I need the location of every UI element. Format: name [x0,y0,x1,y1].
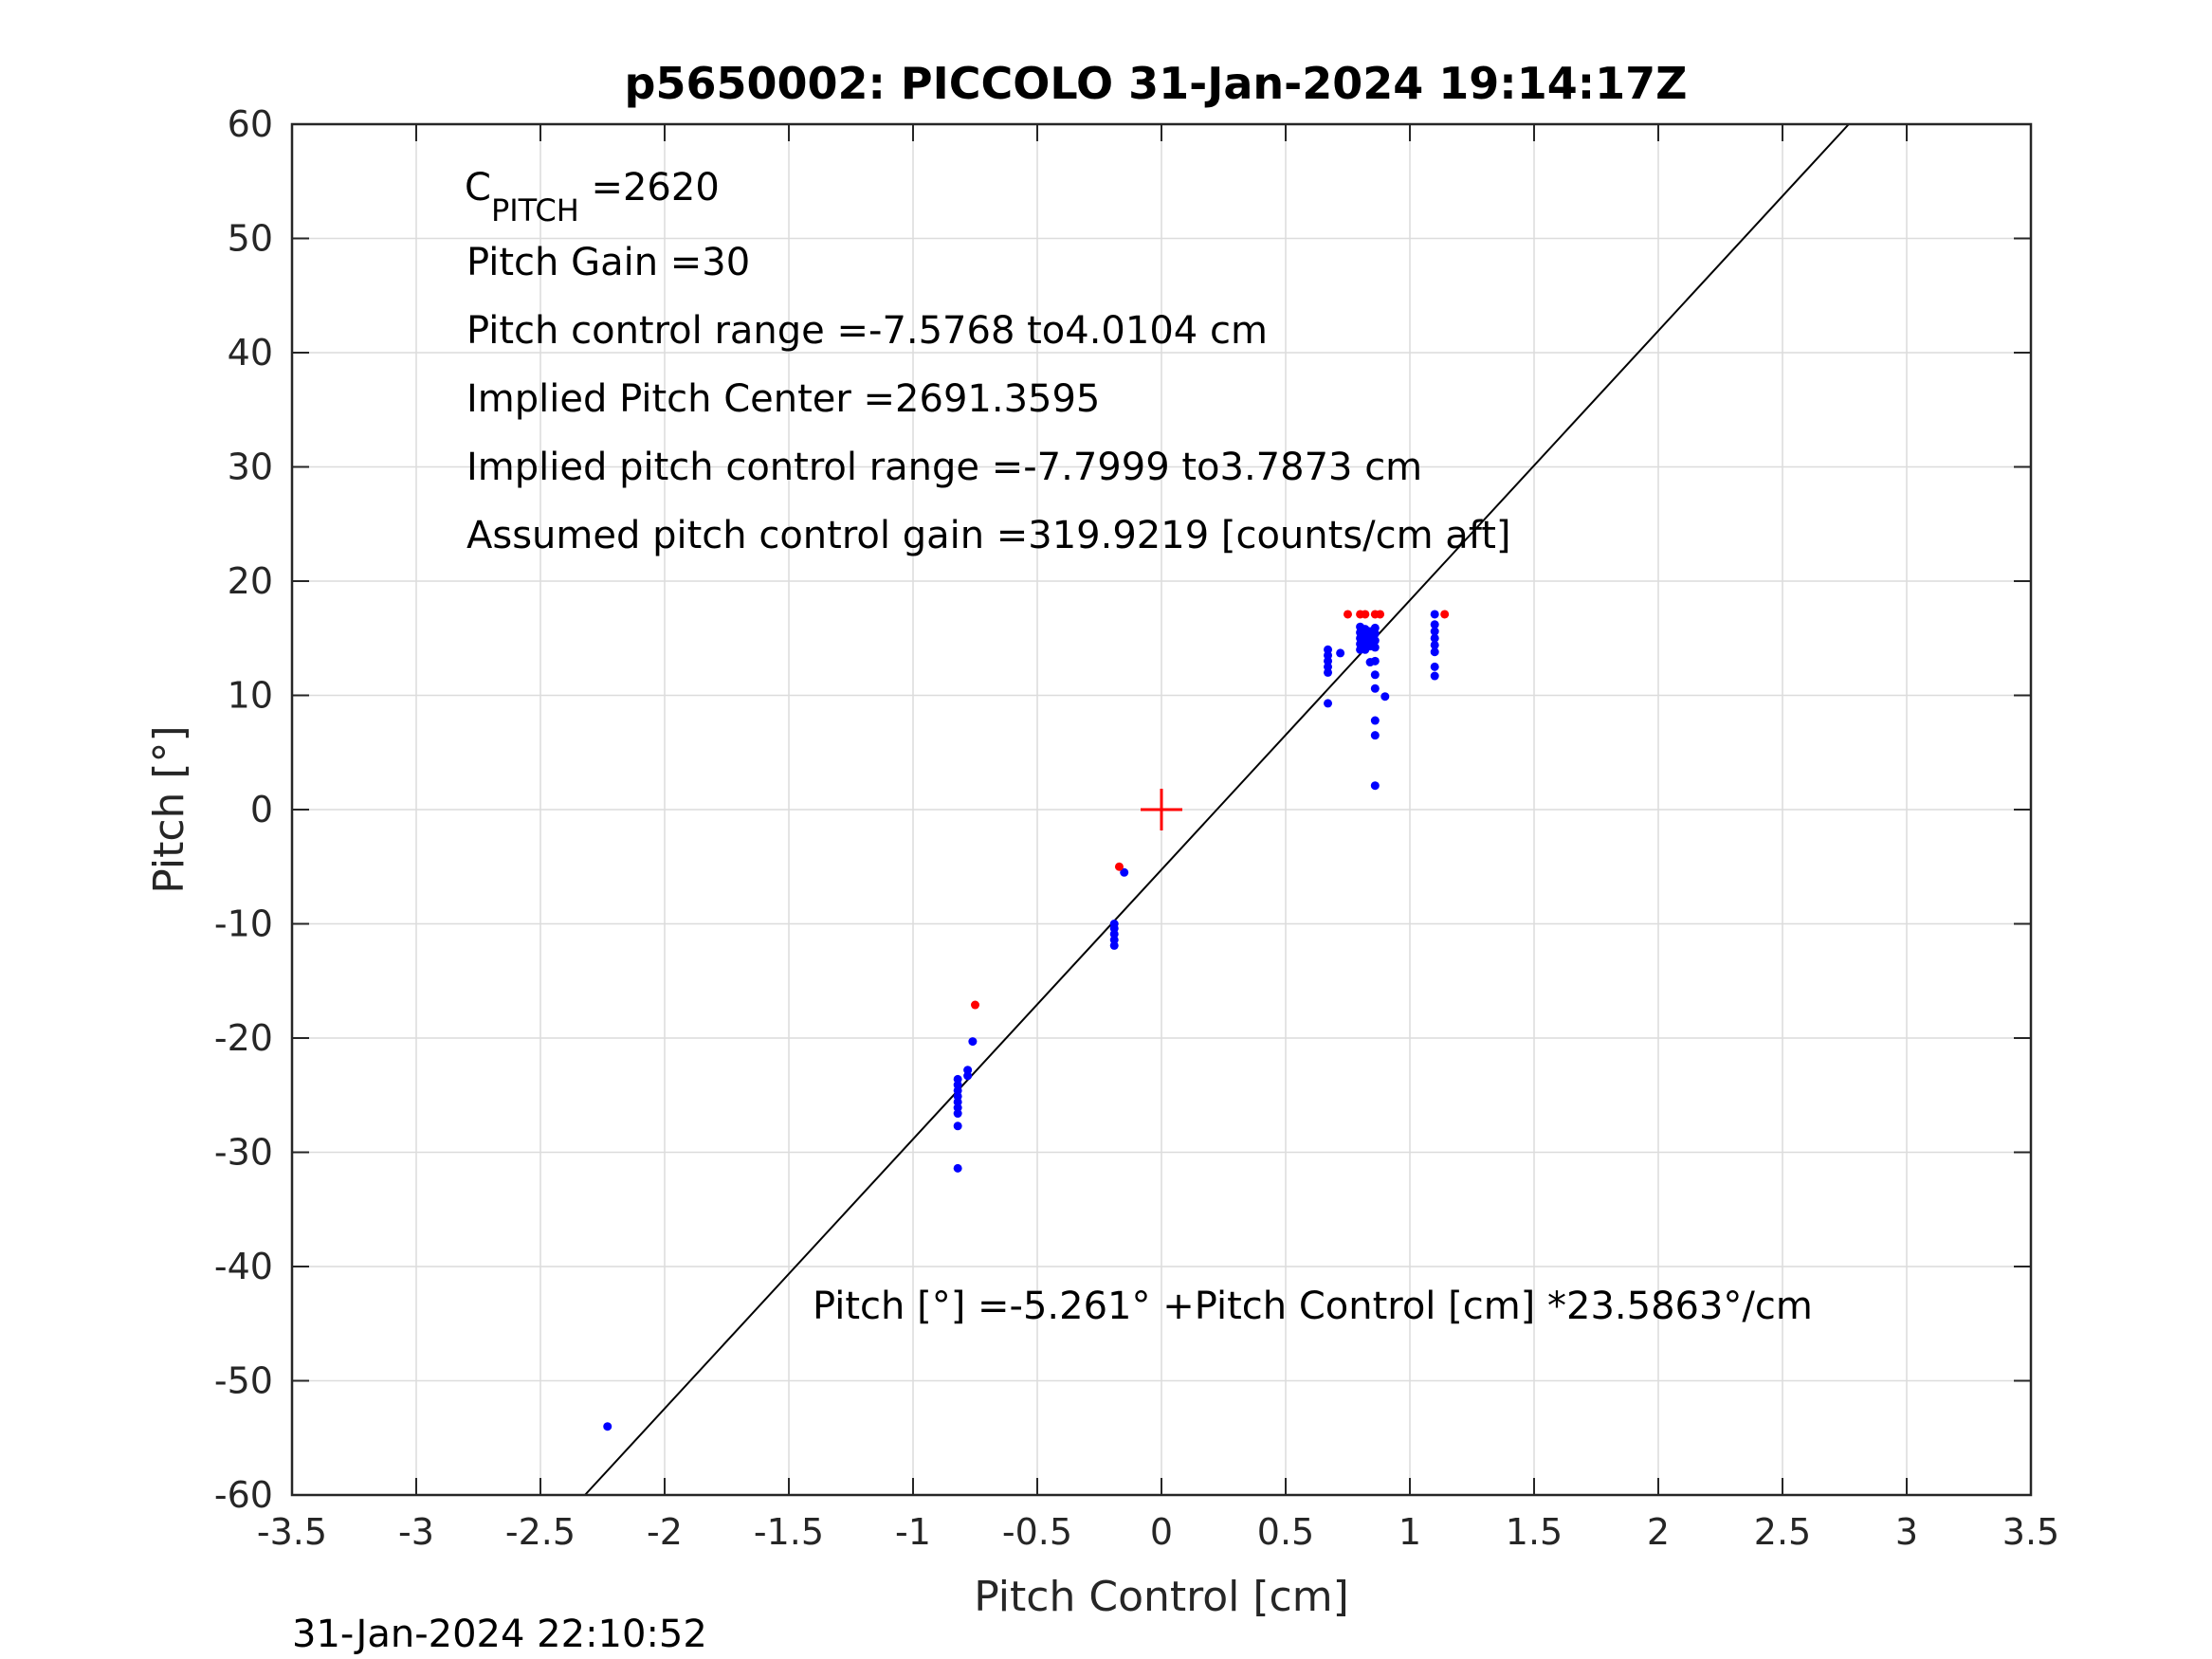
c-pitch-subscript: PITCH [491,192,579,228]
data-point-blue [1370,636,1380,646]
annotation-c-pitch: CPITCH =2620 [465,166,720,228]
x-tick-label: -2.5 [505,1511,576,1553]
y-tick-label: 30 [228,447,273,488]
data-point-blue [1370,684,1380,693]
data-point-blue [1430,647,1439,657]
data-point-blue [1430,633,1439,643]
y-tick-label: -40 [214,1246,273,1287]
data-point-blue [1370,643,1380,652]
data-point-blue [953,1163,962,1173]
data-point-blue [1430,627,1439,636]
data-point-blue [968,1037,978,1047]
x-tick-label: 2 [1647,1511,1670,1553]
annotation-implied-center: Implied Pitch Center =2691.3595 [466,377,1100,421]
data-point-red [1361,610,1370,619]
data-point-blue [1370,716,1380,725]
fit-line [584,123,1850,1496]
data-point-blue [603,1422,612,1431]
y-tick-label: 50 [228,218,273,260]
center-marker-group [1141,789,1182,830]
data-point-blue [1380,692,1390,702]
y-tick-label: -30 [214,1132,273,1174]
data-point-blue [1370,656,1380,665]
data-point-red [1114,862,1124,871]
x-tick-label: 0 [1150,1511,1173,1553]
y-tick-label: 40 [228,332,273,374]
data-point-blue [1430,610,1439,619]
data-point-blue [963,1066,973,1075]
data-point-blue [1120,867,1129,877]
x-tick-label: 1 [1398,1511,1421,1553]
data-point-blue [1370,731,1380,740]
c-pitch-main: C [465,166,491,210]
tick-marks [291,123,2032,1496]
y-tick-label: -60 [214,1474,273,1516]
print-timestamp: 31-Jan-2024 22:10:52 [292,1613,707,1656]
x-tick-label: -1.5 [754,1511,824,1553]
y-tick-label: -50 [214,1360,273,1402]
y-tick-label: -20 [214,1017,273,1059]
data-point-blue [1430,640,1439,649]
plot-frame [290,122,2033,1497]
data-point-blue [1109,920,1119,928]
x-tick-label: 3.5 [2002,1511,2059,1553]
data-point-blue [953,1121,962,1131]
y-tick-label: -10 [214,903,273,945]
data-point-red [971,1000,979,1010]
data-point-red [1376,610,1385,619]
y-tick-label: 60 [228,103,273,145]
data-point-blue [953,1074,962,1084]
annotation-assumed-gain: Assumed pitch control gain =319.9219 [co… [466,514,1510,557]
data-point-blue [1430,662,1439,671]
y-tick-label: 20 [228,560,273,602]
x-tick-label: 0.5 [1257,1511,1314,1553]
annotation-control-range: Pitch control range =-7.5768 to4.0104 cm [466,309,1268,353]
x-tick-label: -3 [398,1511,434,1553]
x-tick-label: 1.5 [1506,1511,1563,1553]
y-tick-label: 0 [250,789,273,830]
x-tick-label: -3.5 [257,1511,327,1553]
x-tick-label: -0.5 [1002,1511,1072,1553]
y-tick-labels: -60 -50 -40 -30 -20 -10 0 10 20 30 40 50 60 [214,103,273,1516]
data-point-blue [1430,620,1439,629]
data-point-blue [1324,645,1333,654]
x-tick-label: -1 [895,1511,931,1553]
annotation-fit-equation: Pitch [°] =-5.261° +Pitch Control [cm] *… [813,1285,1813,1328]
annotation-block: CPITCH =2620 Pitch Gain =30 Pitch contro… [465,166,1813,1328]
annotation-implied-range: Implied pitch control range =-7.7999 to3… [466,446,1422,489]
y-tick-label: 10 [228,675,273,717]
data-point-blue [1370,623,1380,632]
y-axis-label: Pitch [°] [145,725,193,893]
data-point-blue [1370,670,1380,680]
x-tick-label: 2.5 [1754,1511,1811,1553]
x-axis-label: Pitch Control [cm] [974,1573,1349,1621]
data-point-blue [1336,648,1345,658]
data-point-blue [1324,699,1333,708]
x-tick-label: 3 [1895,1511,1918,1553]
data-point-blue [1370,781,1380,791]
x-tick-labels: -3.5 -3 -2.5 -2 -1.5 -1 -0.5 0 0.5 1 1.5 2 2.5 3 3.5 [257,1511,2059,1553]
chart-title: p5650002: PICCOLO 31-Jan-2024 19:14:17Z [625,58,1688,109]
data-points [603,610,1450,1431]
annotation-pitch-gain: Pitch Gain =30 [466,241,750,284]
fit-line-group [584,123,1850,1496]
data-point-red [1344,610,1352,619]
data-point-red [1440,610,1450,619]
c-pitch-value: =2620 [579,166,720,210]
data-point-blue [1430,671,1439,681]
x-tick-label: -2 [647,1511,683,1553]
